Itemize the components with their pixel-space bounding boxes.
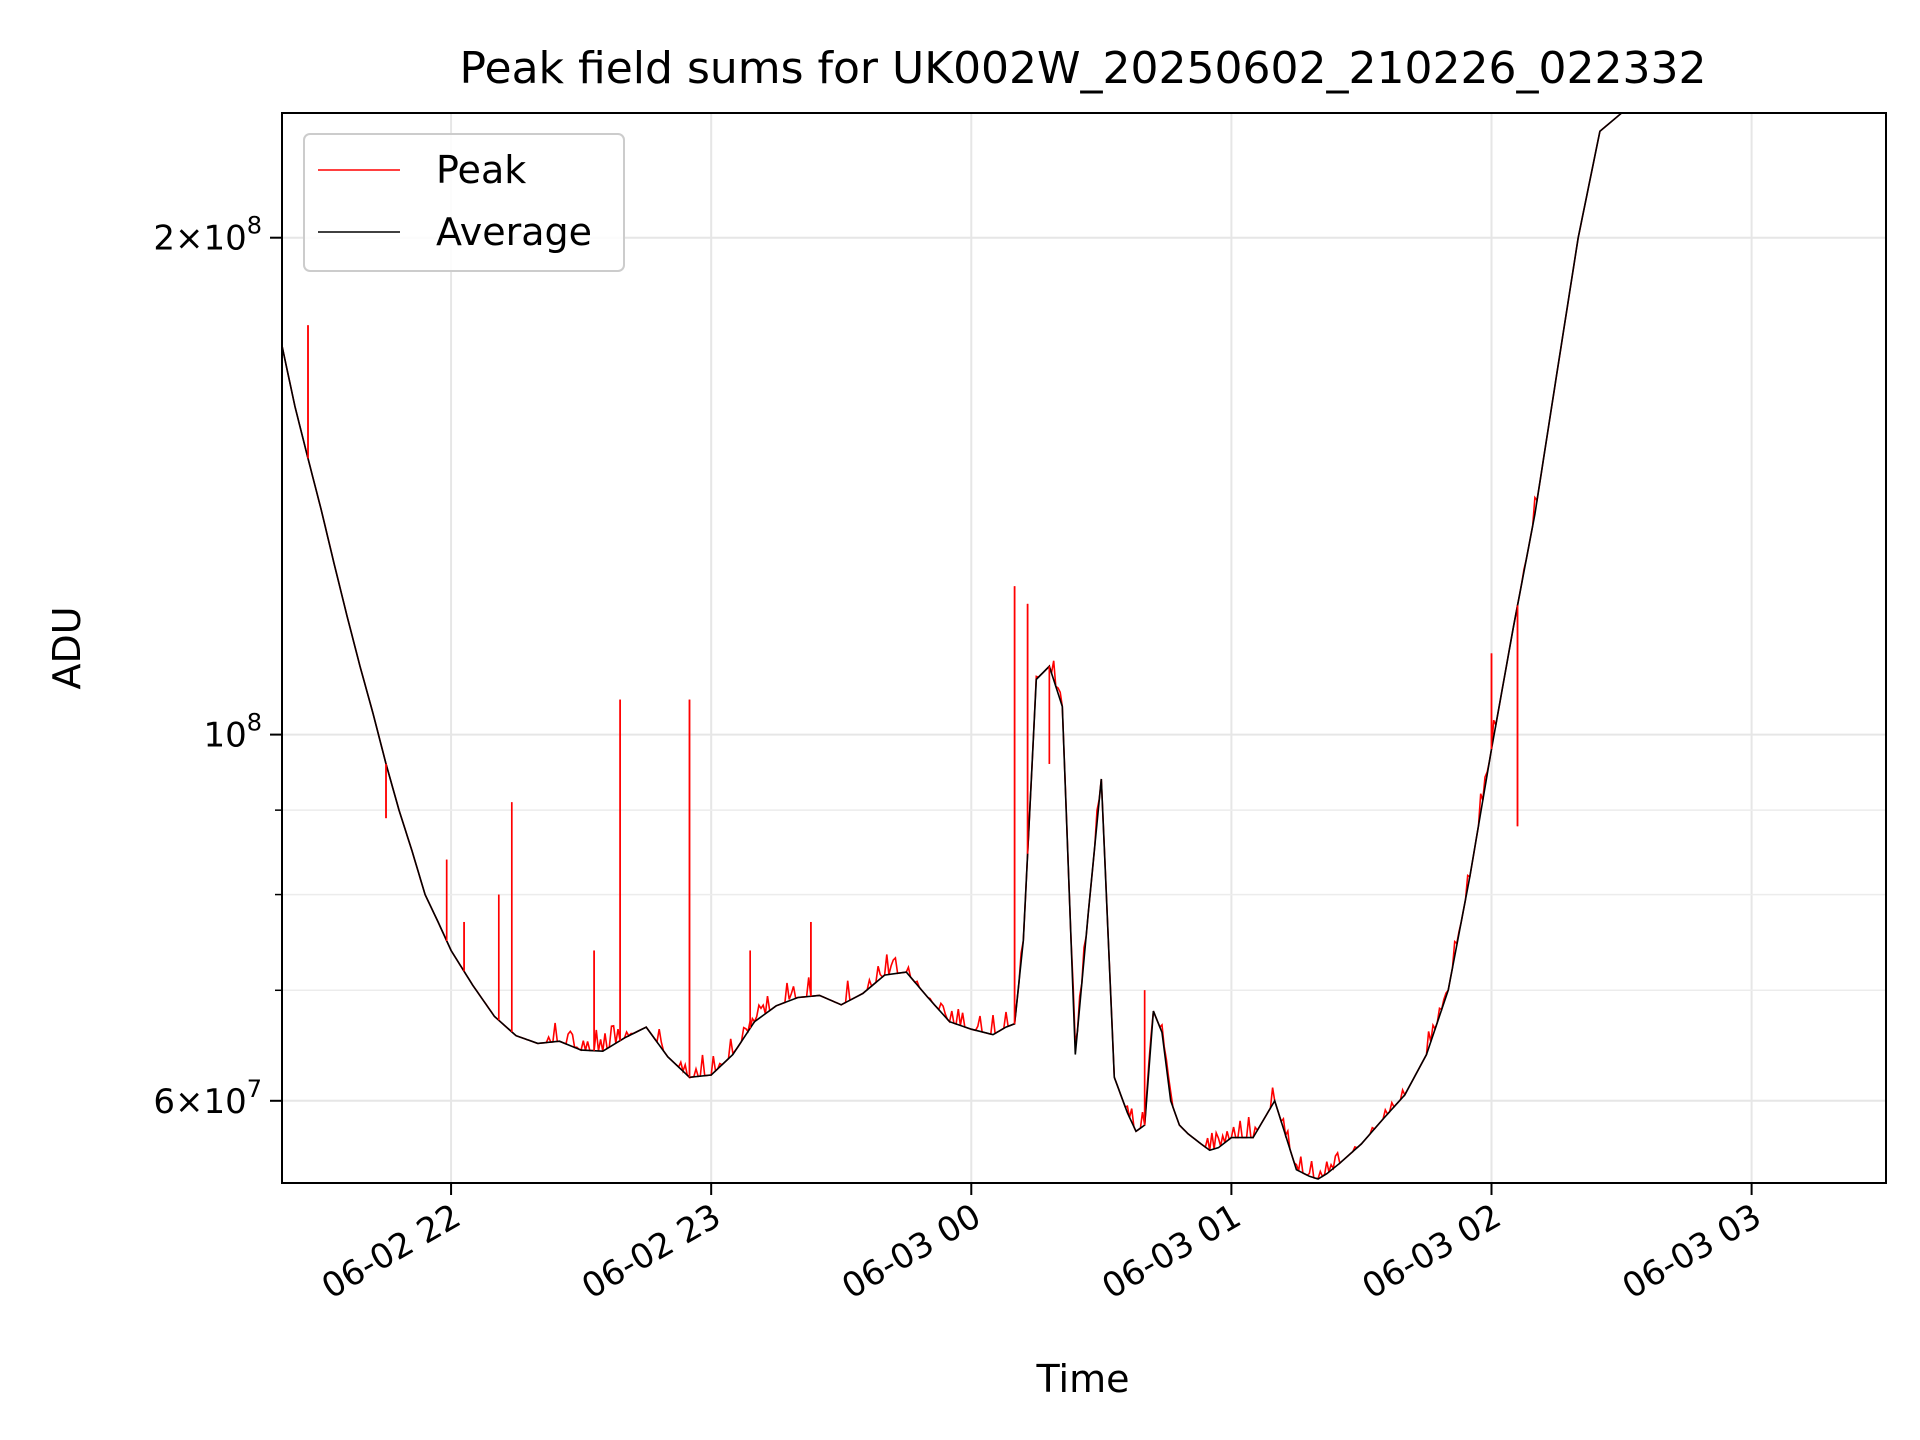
y-tick-exponent: 8 bbox=[247, 709, 262, 737]
series-layer bbox=[281, 112, 1752, 1180]
chart-title: Peak field sums for UK002W_20250602_2102… bbox=[460, 43, 1707, 94]
y-tick-base: 10 bbox=[203, 716, 246, 756]
y-tick-exponent: 7 bbox=[247, 1075, 262, 1103]
legend: Peak Average bbox=[303, 133, 625, 272]
legend-label-average: Average bbox=[436, 210, 592, 254]
y-tick-base: 2×10 bbox=[153, 219, 246, 259]
y-axis-label: ADU bbox=[45, 606, 89, 689]
legend-box bbox=[303, 133, 625, 272]
legend-label-peak: Peak bbox=[436, 148, 526, 192]
series-line-average bbox=[281, 112, 1752, 1180]
plot-frame bbox=[281, 112, 1887, 1184]
y-tick-label: 6×107 bbox=[153, 1075, 262, 1122]
y-tick-base: 6×10 bbox=[153, 1082, 246, 1122]
y-tick-label: 2×108 bbox=[153, 212, 262, 259]
y-tick-exponent: 8 bbox=[247, 212, 262, 240]
y-tick-label: 108 bbox=[203, 709, 262, 756]
x-axis-label: Time bbox=[1036, 1357, 1130, 1401]
